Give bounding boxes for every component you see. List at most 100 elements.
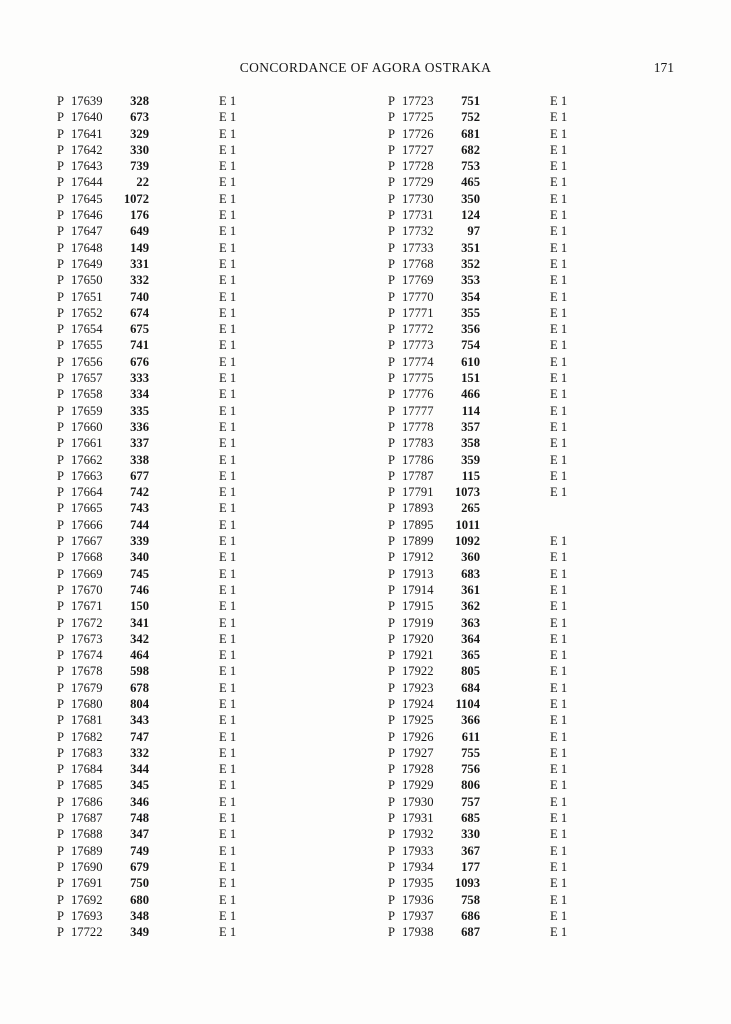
inventory-prefix: P	[57, 745, 65, 760]
section-reference: E 1	[219, 485, 237, 500]
catalog-number: 355	[461, 305, 480, 320]
table-row: P 17730 350 E 1	[388, 191, 698, 207]
inventory-number: 17922	[402, 664, 434, 679]
inventory-prefix: P	[388, 142, 396, 157]
inventory-number: 17934	[402, 859, 434, 874]
inventory-number: 17660	[71, 419, 103, 434]
catalog-number: 753	[461, 159, 480, 174]
catalog-number: 97	[467, 224, 480, 239]
catalog-number: 682	[461, 142, 480, 157]
section-reference: E 1	[550, 387, 568, 402]
section-reference: E 1	[219, 892, 237, 907]
inventory-number: 17661	[71, 436, 103, 451]
inventory-number: 17674	[71, 648, 103, 663]
catalog-number: 750	[130, 876, 149, 891]
inventory-number: 17668	[71, 550, 103, 565]
inventory-number: 17684	[71, 762, 103, 777]
catalog-number: 744	[130, 517, 149, 532]
catalog-number: 348	[130, 908, 149, 923]
catalog-number: 364	[461, 631, 480, 646]
inventory-prefix: P	[388, 648, 396, 663]
catalog-number: 675	[130, 322, 149, 337]
table-row: P 17642 330 E 1	[57, 142, 367, 158]
section-reference: E 1	[550, 794, 568, 809]
inventory-number: 17690	[71, 859, 103, 874]
section-reference: E 1	[550, 680, 568, 695]
inventory-number: 17688	[71, 827, 103, 842]
table-row: P 17672 341 E 1	[57, 615, 367, 631]
inventory-prefix: P	[388, 566, 396, 581]
inventory-number: 17775	[402, 371, 434, 386]
inventory-number: 17728	[402, 159, 434, 174]
table-row: P 17912 360 E 1	[388, 549, 698, 565]
table-row: P 17651 740 E 1	[57, 289, 367, 305]
section-reference: E 1	[550, 452, 568, 467]
section-reference: E 1	[550, 908, 568, 923]
table-row: P 17786 359 E 1	[388, 452, 698, 468]
table-row: P 17682 747 E 1	[57, 729, 367, 745]
table-row: P 17768 352 E 1	[388, 256, 698, 272]
inventory-number: 17930	[402, 794, 434, 809]
table-row: P 17681 343 E 1	[57, 712, 367, 728]
inventory-prefix: P	[388, 794, 396, 809]
catalog-number: 334	[130, 387, 149, 402]
catalog-number: 756	[461, 762, 480, 777]
table-row: P 17778 357 E 1	[388, 419, 698, 435]
catalog-number: 177	[461, 859, 480, 874]
inventory-prefix: P	[388, 110, 396, 125]
inventory-prefix: P	[388, 273, 396, 288]
inventory-number: 17683	[71, 745, 103, 760]
section-reference: E 1	[550, 256, 568, 271]
inventory-prefix: P	[57, 680, 65, 695]
inventory-number: 17912	[402, 550, 434, 565]
inventory-number: 17895	[402, 517, 434, 532]
section-reference: E 1	[550, 599, 568, 614]
table-row: P 17727 682 E 1	[388, 142, 698, 158]
inventory-prefix: P	[57, 908, 65, 923]
section-reference: E 1	[550, 582, 568, 597]
page-title: CONCORDANCE OF AGORA OSTRAKA	[239, 60, 492, 75]
table-row: P 17669 745 E 1	[57, 566, 367, 582]
page-number: 171	[653, 60, 674, 75]
inventory-number: 17663	[71, 468, 103, 483]
inventory-prefix: P	[57, 778, 65, 793]
inventory-number: 17783	[402, 436, 434, 451]
table-row: P 17691 750 E 1	[57, 875, 367, 891]
inventory-number: 17666	[71, 517, 103, 532]
catalog-number: 361	[461, 582, 480, 597]
inventory-number: 17929	[402, 778, 434, 793]
inventory-number: 17791	[402, 485, 434, 500]
section-reference: E 1	[219, 599, 237, 614]
catalog-number: 349	[130, 925, 149, 940]
table-row: P 17668 340 E 1	[57, 549, 367, 565]
section-reference: E 1	[219, 843, 237, 858]
section-reference: E 1	[550, 859, 568, 874]
section-reference: E 1	[219, 517, 237, 532]
table-row: P 17934 177 E 1	[388, 859, 698, 875]
inventory-number: 17658	[71, 387, 103, 402]
section-reference: E 1	[219, 680, 237, 695]
inventory-number: 17770	[402, 289, 434, 304]
inventory-number: 17924	[402, 696, 434, 711]
section-reference: E 1	[219, 713, 237, 728]
inventory-prefix: P	[388, 126, 396, 141]
catalog-number: 598	[130, 664, 149, 679]
table-row: P 17787 115 E 1	[388, 468, 698, 484]
catalog-number: 686	[461, 908, 480, 923]
inventory-number: 17787	[402, 468, 434, 483]
table-row: P 17933 367 E 1	[388, 843, 698, 859]
inventory-number: 17667	[71, 534, 103, 549]
inventory-prefix: P	[388, 159, 396, 174]
inventory-number: 17650	[71, 273, 103, 288]
section-reference: E 1	[550, 534, 568, 549]
catalog-number: 338	[130, 452, 149, 467]
inventory-prefix: P	[57, 485, 65, 500]
catalog-number: 328	[130, 94, 149, 108]
section-reference: E 1	[550, 550, 568, 565]
table-row: P 17670 746 E 1	[57, 582, 367, 598]
section-reference: E 1	[550, 273, 568, 288]
table-row: P 17927 755 E 1	[388, 745, 698, 761]
section-reference: E 1	[219, 338, 237, 353]
catalog-number: 678	[130, 680, 149, 695]
